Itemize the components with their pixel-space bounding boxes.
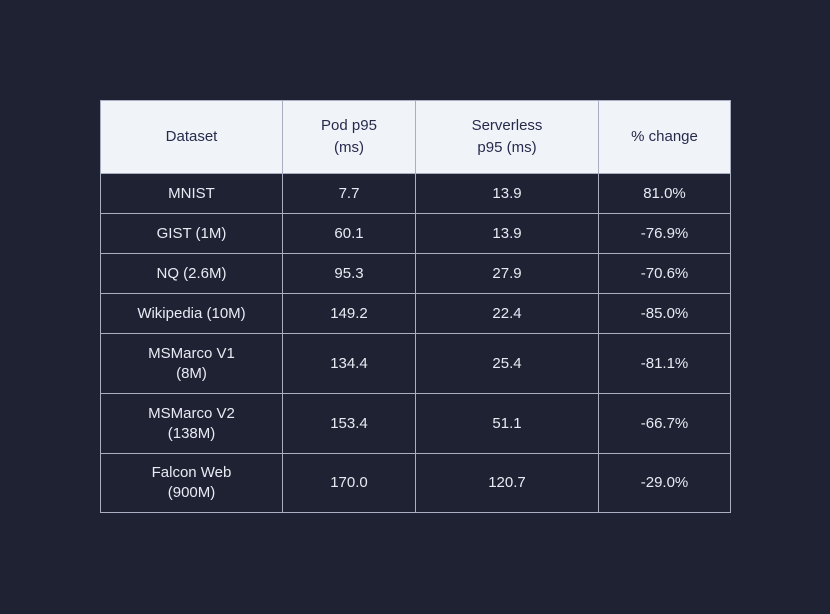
header-cell-pod-p95: Pod p95 (ms) [282,100,416,174]
serverless-p95-cell: 120.7 [415,453,599,513]
pod-p95-cell: 7.7 [282,173,416,214]
dataset-cell: MSMarco V1 (8M) [100,333,283,394]
serverless-p95-cell: 22.4 [415,293,599,334]
dataset-cell: MNIST [100,173,283,214]
table-row: Wikipedia (10M) 149.2 22.4 -85.0% [100,293,731,334]
table-row: MSMarco V1 (8M) 134.4 25.4 -81.1% [100,333,731,394]
percent-change-cell: -85.0% [598,293,731,334]
serverless-p95-cell: 13.9 [415,213,599,254]
table-row: NQ (2.6M) 95.3 27.9 -70.6% [100,253,731,294]
table-row: MNIST 7.7 13.9 81.0% [100,173,731,214]
dataset-cell: GIST (1M) [100,213,283,254]
header-cell-serverless-p95: Serverless p95 (ms) [415,100,599,174]
serverless-p95-cell: 13.9 [415,173,599,214]
serverless-p95-cell: 25.4 [415,333,599,394]
dataset-cell: MSMarco V2 (138M) [100,393,283,454]
pod-p95-cell: 149.2 [282,293,416,334]
header-cell-dataset: Dataset [100,100,283,174]
serverless-p95-cell: 51.1 [415,393,599,454]
pod-p95-cell: 153.4 [282,393,416,454]
percent-change-cell: -29.0% [598,453,731,513]
header-cell-percent-change: % change [598,100,731,174]
percent-change-cell: -81.1% [598,333,731,394]
benchmark-table: Dataset Pod p95 (ms) Serverless p95 (ms)… [100,100,731,513]
percent-change-cell: -66.7% [598,393,731,454]
pod-p95-cell: 60.1 [282,213,416,254]
serverless-p95-cell: 27.9 [415,253,599,294]
dataset-cell: NQ (2.6M) [100,253,283,294]
pod-p95-cell: 170.0 [282,453,416,513]
pod-p95-cell: 134.4 [282,333,416,394]
percent-change-cell: -70.6% [598,253,731,294]
dataset-cell: Wikipedia (10M) [100,293,283,334]
header-row: Dataset Pod p95 (ms) Serverless p95 (ms)… [100,100,731,174]
table-row: Falcon Web (900M) 170.0 120.7 -29.0% [100,453,731,513]
dataset-cell: Falcon Web (900M) [100,453,283,513]
table-row: MSMarco V2 (138M) 153.4 51.1 -66.7% [100,393,731,454]
table-row: GIST (1M) 60.1 13.9 -76.9% [100,213,731,254]
pod-p95-cell: 95.3 [282,253,416,294]
percent-change-cell: -76.9% [598,213,731,254]
percent-change-cell: 81.0% [598,173,731,214]
